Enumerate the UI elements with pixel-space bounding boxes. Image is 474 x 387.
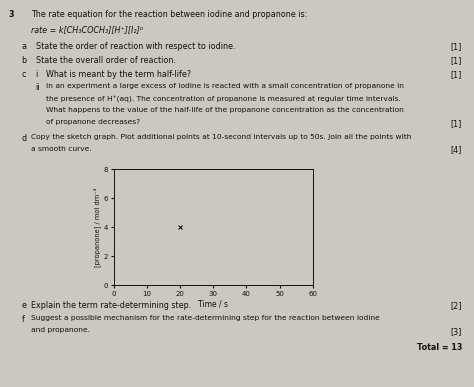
Text: f: f: [21, 315, 24, 324]
Text: and propanone.: and propanone.: [31, 327, 90, 333]
Text: In an experiment a large excess of iodine is reacted with a small concentration : In an experiment a large excess of iodin…: [46, 84, 404, 89]
Text: [3]: [3]: [451, 327, 462, 336]
Text: What happens to the value of the half-life of the propanone concentration as the: What happens to the value of the half-li…: [46, 107, 404, 113]
Text: b: b: [21, 56, 27, 65]
Text: [4]: [4]: [451, 146, 462, 154]
Text: a: a: [21, 42, 27, 51]
Y-axis label: [propanone] / mol dm⁻³: [propanone] / mol dm⁻³: [93, 187, 101, 267]
Text: [1]: [1]: [451, 70, 462, 79]
Text: e: e: [21, 301, 27, 310]
Text: [1]: [1]: [451, 119, 462, 128]
Text: ii: ii: [36, 84, 40, 92]
Text: What is meant by the term half-life?: What is meant by the term half-life?: [46, 70, 191, 79]
Text: Copy the sketch graph. Plot additional points at 10-second intervals up to 50s. : Copy the sketch graph. Plot additional p…: [31, 134, 411, 140]
Text: rate = k[CH₃COCH₃][H⁺][I₂]⁰: rate = k[CH₃COCH₃][H⁺][I₂]⁰: [31, 25, 143, 34]
Text: d: d: [21, 134, 27, 143]
Text: of propanone decreases?: of propanone decreases?: [46, 119, 141, 125]
Text: State the order of reaction with respect to iodine.: State the order of reaction with respect…: [36, 42, 235, 51]
Text: i: i: [36, 70, 38, 79]
Text: Suggest a possible mechanism for the rate-determining step for the reaction betw: Suggest a possible mechanism for the rat…: [31, 315, 380, 321]
Text: the presence of H⁺(aq). The concentration of propanone is measured at regular ti: the presence of H⁺(aq). The concentratio…: [46, 95, 401, 103]
Text: c: c: [21, 70, 26, 79]
Text: Total = 13: Total = 13: [417, 342, 462, 352]
Text: [1]: [1]: [451, 42, 462, 51]
Text: 3: 3: [9, 10, 14, 19]
Text: [1]: [1]: [451, 56, 462, 65]
Text: a smooth curve.: a smooth curve.: [31, 146, 91, 152]
Text: State the overall order of reaction.: State the overall order of reaction.: [36, 56, 175, 65]
Text: [2]: [2]: [451, 301, 462, 310]
Text: Explain the term rate-determining step.: Explain the term rate-determining step.: [31, 301, 191, 310]
X-axis label: Time / s: Time / s: [198, 300, 228, 308]
Text: The rate equation for the reaction between iodine and propanone is:: The rate equation for the reaction betwe…: [31, 10, 307, 19]
